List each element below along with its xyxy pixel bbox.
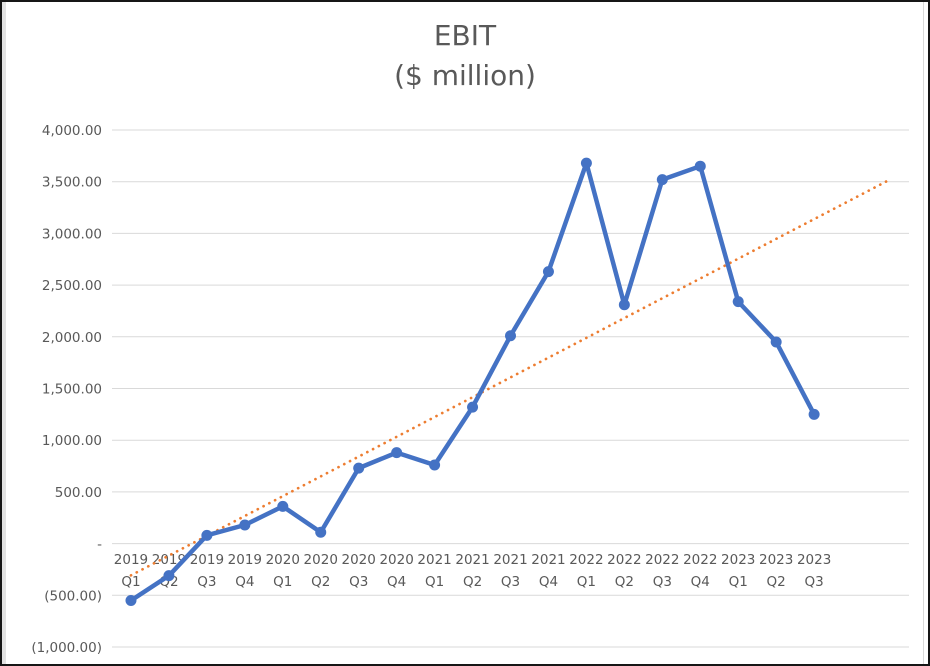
y-axis-tick-label: 3,000.00	[42, 226, 102, 242]
y-axis-tick-label: 2,000.00	[42, 330, 102, 346]
x-axis-year-label: 2020	[266, 552, 300, 568]
x-axis-quarter-label: Q1	[577, 574, 596, 590]
x-axis-quarter-label: Q2	[311, 574, 330, 590]
data-point-2022-Q1[interactable]	[580, 157, 592, 169]
x-axis-year-label: 2020	[379, 552, 413, 568]
y-axis-tick-label: 2,500.00	[42, 278, 102, 294]
data-point-2022-Q3[interactable]	[656, 174, 668, 186]
x-axis-quarter-label: Q4	[539, 574, 558, 590]
x-axis-year-label: 2021	[531, 552, 565, 568]
data-point-2019-Q2[interactable]	[163, 570, 175, 582]
x-axis-quarter-label: Q4	[387, 574, 406, 590]
x-axis-year-label: 2023	[759, 552, 793, 568]
x-axis-year-label: 2019	[114, 552, 148, 568]
x-axis-year-label: 2020	[304, 552, 338, 568]
x-axis-year-label: 2021	[455, 552, 489, 568]
data-point-2020-Q3[interactable]	[353, 462, 365, 474]
data-point-2020-Q4[interactable]	[391, 447, 403, 459]
x-axis-year-label: 2019	[190, 552, 224, 568]
data-point-2023-Q3[interactable]	[808, 408, 820, 420]
data-point-2020-Q2[interactable]	[315, 526, 327, 538]
x-axis-quarter-label: Q3	[805, 574, 824, 590]
x-axis-year-label: 2021	[417, 552, 451, 568]
x-axis-quarter-label: Q2	[615, 574, 634, 590]
x-axis-quarter-label: Q3	[653, 574, 672, 590]
data-point-2019-Q3[interactable]	[201, 529, 213, 541]
x-axis-quarter-label: Q3	[197, 574, 216, 590]
data-point-2021-Q4[interactable]	[542, 266, 554, 278]
ebit-series-line[interactable]	[128, 160, 817, 603]
y-axis-tick-label: 3,500.00	[42, 175, 102, 191]
x-axis-year-label: 2022	[683, 552, 717, 568]
x-axis-year-label: 2023	[797, 552, 831, 568]
linear-trendline[interactable]	[129, 178, 892, 577]
x-axis-quarter-label: Q2	[463, 574, 482, 590]
chart-title-block[interactable]: EBIT ($ million)	[2, 16, 928, 96]
y-axis-tick-label: (1,000.00)	[31, 640, 102, 656]
y-axis-tick-label: 500.00	[55, 485, 102, 501]
x-axis-quarter-label: Q1	[273, 574, 292, 590]
x-axis-year-label: 2021	[493, 552, 527, 568]
x-axis-year-label: 2019	[228, 552, 262, 568]
x-axis-quarter-label: Q2	[767, 574, 786, 590]
chart-subtitle[interactable]: ($ million)	[394, 59, 536, 92]
y-axis-tick-label: (500.00)	[44, 588, 102, 604]
left-edge-strip	[2, 2, 6, 664]
data-point-2019-Q4[interactable]	[239, 519, 251, 531]
data-point-2023-Q2[interactable]	[770, 336, 782, 348]
data-point-2021-Q1[interactable]	[429, 459, 441, 471]
x-axis-year-label: 2022	[569, 552, 603, 568]
x-axis-quarter-label: Q1	[729, 574, 748, 590]
x-axis-quarter-label: Q1	[425, 574, 444, 590]
data-point-2021-Q2[interactable]	[467, 401, 479, 413]
data-point-2021-Q3[interactable]	[505, 330, 516, 342]
x-axis-year-label: 2022	[645, 552, 679, 568]
data-point-2022-Q2[interactable]	[618, 299, 630, 311]
x-axis-year-label: 2023	[721, 552, 755, 568]
data-point-2020-Q1[interactable]	[277, 500, 289, 512]
x-axis-quarter-label: Q3	[349, 574, 368, 590]
y-axis-tick-label: -	[97, 537, 102, 553]
data-point-2019-Q1[interactable]	[125, 594, 137, 606]
x-axis-quarter-label: Q1	[121, 574, 140, 590]
data-point-2023-Q1[interactable]	[732, 296, 744, 308]
chart-title[interactable]: EBIT	[433, 19, 497, 52]
x-axis-quarter-label: Q3	[501, 574, 520, 590]
y-axis-tick-label: 4,000.00	[42, 123, 102, 139]
y-axis-tick-label: 1,500.00	[42, 382, 102, 398]
right-edge-line	[923, 2, 924, 664]
x-axis-year-label: 2022	[607, 552, 641, 568]
data-point-2022-Q4[interactable]	[694, 160, 706, 172]
x-axis-year-label: 2020	[342, 552, 376, 568]
x-axis-quarter-label: Q4	[235, 574, 254, 590]
x-axis-quarter-label: Q4	[691, 574, 710, 590]
y-axis-tick-label: 1,000.00	[42, 433, 102, 449]
